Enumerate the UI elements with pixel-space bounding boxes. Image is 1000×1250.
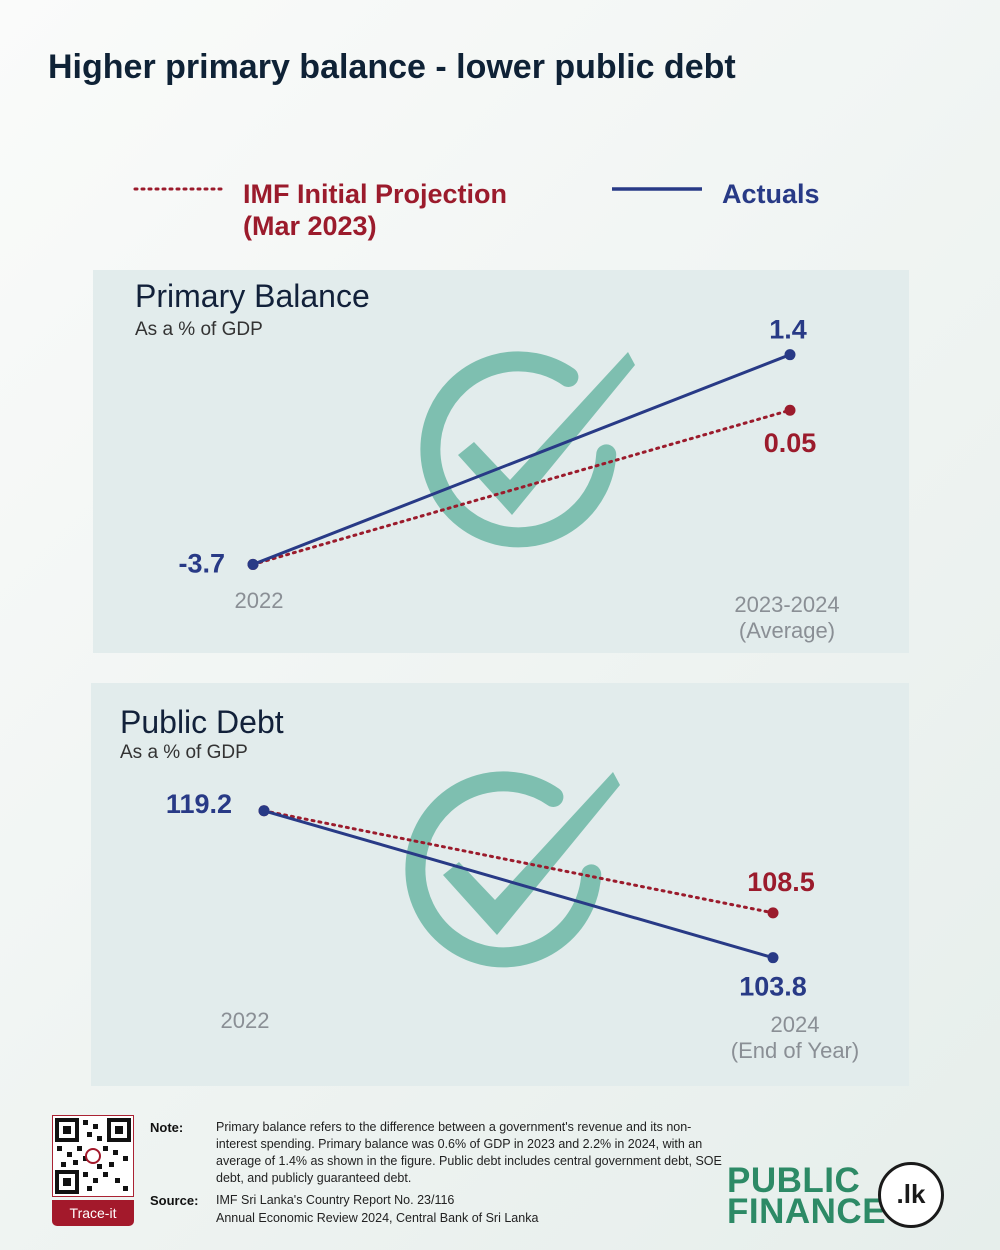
brand-badge-icon: .lk — [878, 1162, 944, 1228]
note-label: Note: — [150, 1120, 184, 1135]
actuals-data-label-1: 1.4 — [769, 315, 807, 345]
actuals-series-line — [251, 353, 792, 566]
x-tick-label-1-1: (End of Year) — [731, 1038, 859, 1063]
brand-line-1: PUBLIC — [727, 1161, 861, 1200]
legend-projection-line2: (Mar 2023) — [243, 211, 377, 241]
chart-title-public-debt: Public Debt — [120, 704, 284, 740]
projection-series-line — [251, 408, 792, 566]
check-mark — [443, 772, 620, 935]
actuals-point-1 — [767, 952, 779, 964]
projection-series-line — [262, 809, 775, 915]
check-circle-ring — [420, 351, 617, 548]
legend-projection-label: IMF Initial Projection (Mar 2023) — [243, 178, 563, 242]
projection-data-label-1: 0.05 — [764, 428, 817, 458]
check-mark — [458, 352, 635, 515]
brand-logo: PUBLIC FINANCE — [727, 1161, 887, 1231]
primary-balance-panel — [93, 270, 909, 653]
note-text: Primary balance refers to the difference… — [216, 1120, 722, 1185]
public-debt-panel — [91, 683, 909, 1086]
brand-line-2: FINANCE — [727, 1192, 887, 1231]
actuals-point-1 — [784, 349, 796, 361]
legend-projection-line1: IMF Initial Projection — [243, 179, 508, 209]
check-circle-icon — [420, 351, 635, 548]
x-tick-label-0-0: 2022 — [221, 1008, 270, 1033]
x-tick-label-1-1: (Average) — [739, 618, 835, 643]
check-circle-ring — [405, 771, 602, 968]
chart-subtitle-public-debt: As a % of GDP — [120, 742, 248, 763]
x-tick-label-1-0: 2024 — [771, 1012, 820, 1037]
check-circle-icon — [405, 771, 620, 968]
chart-subtitle-primary-balance: As a % of GDP — [135, 319, 263, 340]
trace-it-label[interactable]: Trace-it — [52, 1200, 134, 1226]
x-tick-label-1-0: 2023-2024 — [734, 592, 839, 617]
actuals-series-line — [262, 809, 775, 960]
actuals-data-label-0: -3.7 — [178, 548, 225, 578]
projection-point-1 — [767, 907, 779, 919]
source-line-1: IMF Sri Lanka's Country Report No. 23/11… — [216, 1193, 455, 1207]
actuals-data-label-1: 103.8 — [739, 972, 807, 1002]
source-label: Source: — [150, 1193, 199, 1208]
actuals-point-0 — [247, 558, 259, 570]
x-tick-label-0-0: 2022 — [235, 588, 284, 613]
chart-title-primary-balance: Primary Balance — [135, 278, 370, 314]
actuals-point-0 — [258, 805, 270, 817]
page-title: Higher primary balance - lower public de… — [48, 48, 736, 86]
qr-code-icon[interactable] — [52, 1115, 134, 1197]
projection-data-label-1: 108.5 — [747, 867, 815, 897]
projection-point-1 — [784, 404, 796, 416]
legend-actuals-label: Actuals — [722, 179, 820, 209]
actuals-data-label-0: 119.2 — [166, 789, 232, 819]
legend-actuals-swatch — [612, 187, 702, 191]
legend-projection-swatch — [133, 187, 227, 191]
source-line-2: Annual Economic Review 2024, Central Ban… — [216, 1211, 539, 1225]
